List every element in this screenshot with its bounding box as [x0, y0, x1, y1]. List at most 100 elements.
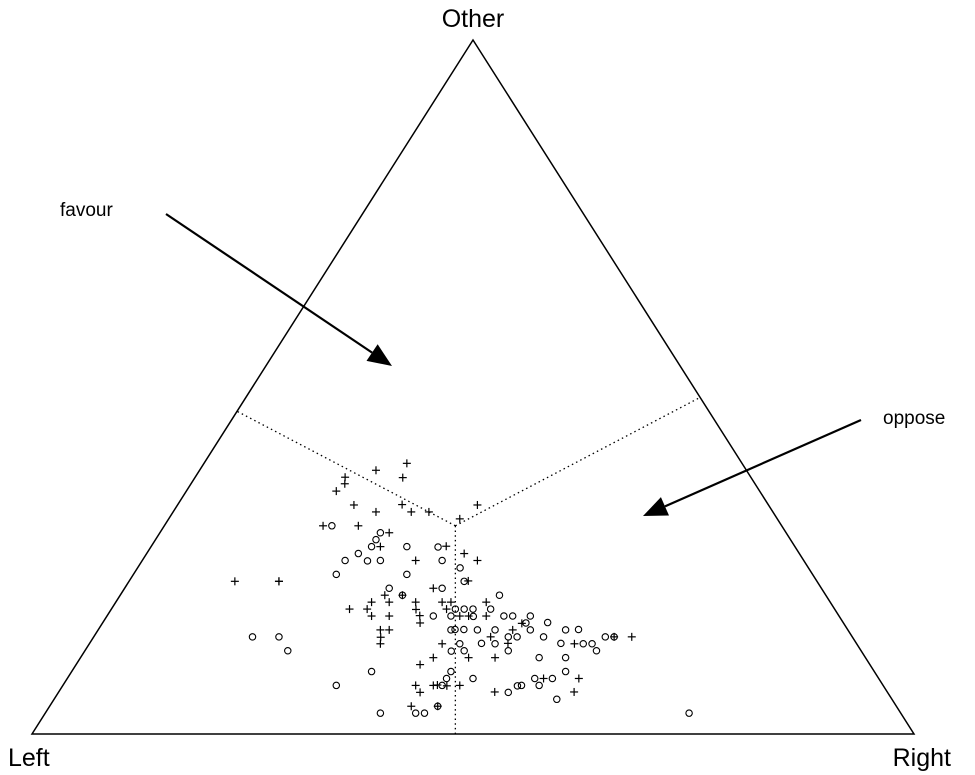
- circle-marker: [513, 633, 521, 641]
- circle-marker: [574, 625, 583, 634]
- circle-marker: [526, 612, 535, 620]
- plus-marker: [464, 653, 473, 662]
- plus-marker: [385, 625, 394, 634]
- arrow-favour: [165, 213, 392, 366]
- circle-marker: [553, 695, 561, 704]
- plus-marker: [349, 500, 358, 509]
- circle-marker: [522, 619, 530, 627]
- circle-marker: [372, 535, 380, 544]
- plus-marker: [539, 674, 548, 683]
- circle-marker: [275, 633, 283, 641]
- circle-marker: [579, 640, 587, 648]
- plus-marker: [473, 500, 482, 509]
- circle-marker: [610, 633, 618, 641]
- plus-marker: [455, 681, 464, 690]
- plus-marker: [354, 521, 363, 530]
- circle-marker: [491, 640, 499, 648]
- circle-marker: [367, 542, 376, 551]
- plus-marker: [574, 674, 583, 683]
- plus-marker: [442, 681, 451, 690]
- circle-marker: [354, 549, 363, 558]
- circle-marker: [438, 584, 446, 593]
- plus-marker: [340, 479, 349, 488]
- circle-marker: [460, 577, 468, 586]
- plus-marker: [385, 528, 394, 537]
- circle-marker: [491, 626, 499, 634]
- circle-marker: [332, 570, 341, 579]
- reference-line-right: [455, 396, 701, 527]
- circle-marker: [460, 625, 468, 634]
- plus-marker: [429, 653, 438, 662]
- circle-marker: [376, 528, 385, 537]
- circle-marker: [376, 556, 385, 565]
- circle-marker: [403, 570, 411, 579]
- plus-marker: [407, 702, 416, 711]
- circle-marker: [456, 640, 464, 648]
- plus-marker: [455, 514, 464, 523]
- circle-marker: [411, 709, 420, 717]
- plus-marker: [380, 591, 389, 600]
- circle-marker: [447, 667, 455, 676]
- circle-marker: [685, 709, 693, 717]
- plus-marker: [376, 542, 385, 551]
- circle-marker: [561, 667, 570, 676]
- circle-marker: [486, 605, 495, 613]
- plus-marker: [442, 542, 451, 551]
- circle-marker: [561, 626, 570, 634]
- circle-marker: [328, 522, 336, 530]
- circle-marker: [473, 626, 482, 634]
- circle-marker: [561, 653, 570, 662]
- plus-marker: [446, 598, 455, 607]
- circle-marker: [434, 543, 442, 551]
- circle-marker: [385, 584, 393, 593]
- plus-marker: [398, 473, 407, 482]
- plus-marker: [517, 619, 526, 628]
- plus-marker: [415, 611, 424, 620]
- circle-marker: [398, 591, 407, 599]
- plus-marker: [429, 681, 438, 690]
- circle-marker: [530, 674, 539, 683]
- plus-marker: [367, 598, 376, 607]
- circle-marker: [447, 626, 455, 634]
- plus-marker: [332, 487, 341, 496]
- triangle-frame: [30, 38, 916, 735]
- circle-marker: [588, 640, 596, 648]
- plus-marker: [385, 612, 394, 621]
- circle-marker: [447, 612, 455, 620]
- circle-marker: [403, 542, 411, 551]
- plus-marker: [490, 687, 499, 696]
- arrows-layer: [165, 213, 862, 516]
- circle-marker: [442, 674, 451, 683]
- circle-marker: [592, 646, 601, 655]
- circle-marker: [332, 681, 341, 690]
- plus-marker: [503, 639, 512, 648]
- plus-marker: [385, 598, 394, 607]
- plus-marker: [482, 612, 491, 621]
- circle-marker: [517, 681, 526, 690]
- circle-marker: [469, 605, 477, 613]
- circle-marker: [557, 639, 565, 648]
- circle-marker: [539, 633, 548, 641]
- circle-marker: [548, 674, 557, 683]
- circle-marker: [460, 605, 468, 613]
- circle-marker: [367, 667, 376, 676]
- plus-marker: [438, 598, 447, 607]
- plus-marker: [473, 556, 482, 565]
- arrow-oppose: [643, 418, 862, 516]
- plus-marker: [508, 625, 517, 634]
- plus-marker: [376, 639, 385, 648]
- plus-marker: [464, 576, 473, 585]
- circle-marker: [433, 702, 442, 710]
- plus-marker: [411, 598, 420, 607]
- plus-marker: [345, 605, 354, 614]
- plus-marker: [416, 660, 425, 669]
- vertex-label-left: Left: [8, 744, 50, 772]
- plus-marker: [367, 612, 376, 621]
- plus-marker: [274, 577, 283, 586]
- circle-marker: [477, 639, 486, 648]
- plus-marker: [438, 639, 447, 648]
- plus-marker: [371, 507, 380, 516]
- circle-marker: [456, 564, 464, 572]
- circle-marker: [526, 626, 535, 634]
